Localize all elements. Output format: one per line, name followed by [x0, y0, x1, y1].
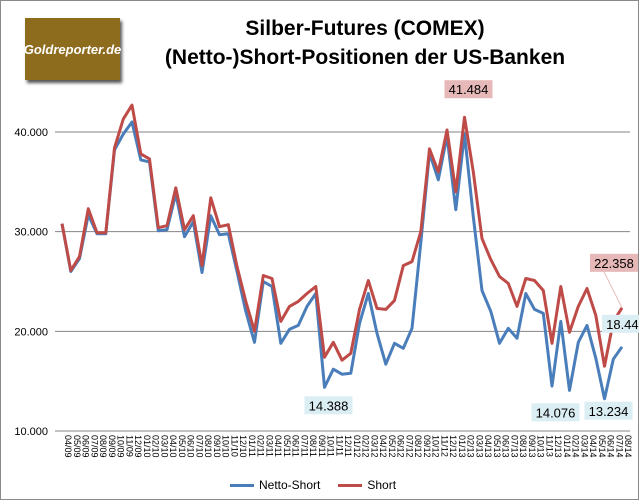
x-tick-label: 10/09 — [116, 435, 126, 458]
svg-text:41.484: 41.484 — [449, 82, 489, 97]
y-tick-label: 40.000 — [14, 127, 48, 139]
x-tick-label: 10/11 — [326, 435, 336, 457]
svg-text:22.358: 22.358 — [594, 256, 634, 271]
svg-text:14.076: 14.076 — [536, 405, 576, 420]
logo-text: Goldreporter.de — [23, 41, 122, 57]
x-tick-label: 12/11 — [343, 435, 353, 457]
svg-text:13.234: 13.234 — [589, 404, 629, 419]
x-tick-label: 05/13 — [492, 435, 502, 458]
x-tick-label: 09/11 — [317, 435, 327, 457]
x-tick-label: 03/13 — [474, 435, 484, 458]
x-tick-label: 08/11 — [308, 435, 318, 457]
x-tick-label: 03/14 — [579, 435, 589, 458]
legend-item-netto-short: Netto-Short — [230, 478, 320, 492]
x-tick-label: 02/10 — [151, 435, 161, 458]
x-tick-label: 04/13 — [483, 435, 493, 458]
data-label: 22.358 — [590, 253, 638, 309]
x-tick-label: 03/12 — [369, 435, 379, 458]
data-label: 14.076 — [531, 403, 580, 422]
x-tick-label: 02/11 — [256, 435, 266, 457]
legend-swatch — [230, 483, 254, 487]
x-tick-label: 01/11 — [247, 435, 257, 457]
y-tick-label: 20.000 — [14, 326, 48, 338]
x-tick-label: 10/13 — [536, 435, 546, 458]
x-tick-label: 01/10 — [142, 435, 152, 458]
x-tick-label: 08/13 — [518, 435, 528, 458]
x-tick-label: 07/13 — [509, 435, 519, 458]
data-label: 18.447 — [602, 314, 639, 333]
data-label: 41.484 — [444, 80, 493, 99]
data-label: 14.388 — [304, 396, 353, 415]
data-label: 13.234 — [584, 401, 633, 420]
x-tick-label: 08/12 — [413, 435, 423, 458]
svg-text:18.447: 18.447 — [606, 317, 639, 332]
x-tick-label: 07/12 — [404, 435, 414, 458]
x-tick-label: 11/11 — [334, 435, 344, 456]
x-tick-label: 09/10 — [212, 435, 222, 458]
goldreporter-logo: Goldreporter.de — [23, 18, 122, 80]
x-tick-label: 12/13 — [553, 435, 563, 458]
x-tick-label: 04/11 — [273, 435, 283, 457]
x-tick-label: 07/09 — [89, 435, 99, 458]
x-tick-label: 07/11 — [299, 435, 309, 457]
x-tick-label: 11/12 — [439, 435, 449, 457]
legend-item-short: Short — [338, 478, 396, 492]
x-tick-label: 11/13 — [544, 435, 554, 457]
x-tick-label: 08/09 — [98, 435, 108, 458]
x-tick-label: 04/09 — [63, 435, 73, 458]
svg-text:14.388: 14.388 — [309, 398, 349, 413]
x-tick-label: 05/11 — [282, 435, 292, 457]
x-tick-label: 02/12 — [361, 435, 371, 458]
x-tick-label: 06/12 — [396, 435, 406, 458]
x-tick-label: 02/14 — [571, 435, 581, 458]
x-tick-label: 09/09 — [107, 435, 117, 458]
x-tick-label: 02/13 — [466, 435, 476, 458]
y-tick-label: 30.000 — [14, 227, 48, 239]
legend-label: Short — [367, 478, 397, 492]
y-tick-label: 10.000 — [14, 426, 48, 438]
legend-swatch — [338, 483, 363, 487]
x-tick-label: 10/10 — [221, 435, 231, 458]
x-tick-label: 11/10 — [229, 435, 239, 457]
x-tick-label: 03/10 — [159, 435, 169, 458]
x-tick-label: 07/14 — [614, 435, 624, 458]
x-tick-label: 09/13 — [527, 435, 537, 458]
x-tick-label: 05/14 — [597, 435, 607, 458]
x-tick-label: 11/09 — [124, 435, 134, 457]
x-tick-label: 08/14 — [623, 435, 633, 458]
x-tick-label: 07/10 — [194, 435, 204, 458]
series-line-short — [60, 103, 624, 368]
x-tick-label: 06/13 — [501, 435, 511, 458]
x-tick-label: 01/13 — [457, 435, 467, 458]
x-tick-label: 09/12 — [422, 435, 432, 458]
x-tick-label: 01/14 — [562, 435, 572, 458]
x-tick-label: 04/14 — [588, 435, 598, 458]
x-tick-label: 06/09 — [81, 435, 91, 458]
x-tick-label: 12/09 — [133, 435, 143, 458]
legend: Netto-Short Short — [230, 478, 396, 492]
x-tick-label: 05/10 — [177, 435, 187, 458]
x-tick-label: 06/14 — [606, 435, 616, 458]
x-tick-label: 12/12 — [448, 435, 458, 458]
x-tick-label: 05/09 — [72, 435, 82, 458]
chart-title: Silber-Futures (COMEX) (Netto-)Short-Pos… — [140, 14, 590, 72]
x-tick-label: 05/12 — [387, 435, 397, 458]
x-tick-label: 03/11 — [264, 435, 274, 457]
x-tick-label: 01/12 — [352, 435, 362, 458]
x-tick-label: 06/10 — [186, 435, 196, 458]
legend-label: Netto-Short — [259, 478, 321, 492]
x-tick-label: 04/10 — [168, 435, 178, 458]
x-tick-label: 06/11 — [291, 435, 301, 457]
x-tick-label: 08/10 — [203, 435, 213, 458]
title-line-2: (Netto-)Short-Positionen der US-Banken — [164, 46, 566, 69]
x-tick-label: 04/12 — [378, 435, 388, 458]
title-line-1: Silber-Futures (COMEX) — [245, 17, 485, 40]
x-tick-label: 10/12 — [431, 435, 441, 458]
x-tick-label: 12/10 — [238, 435, 248, 458]
